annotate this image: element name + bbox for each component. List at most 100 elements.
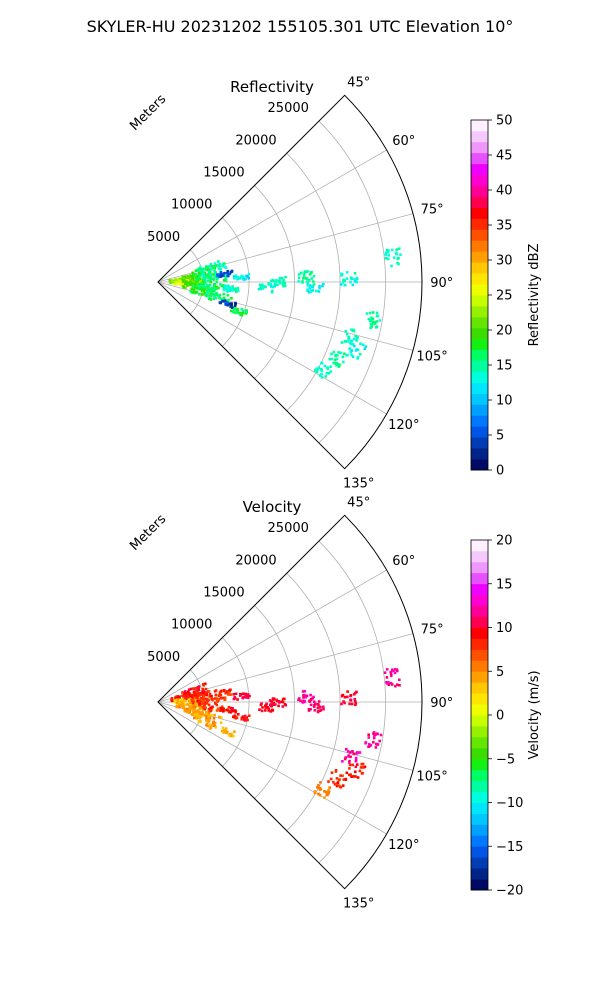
echo-pixel [372,736,376,740]
echo-pixel [350,349,354,352]
echo-pixel [278,276,282,280]
theta-tick-label: 45° [347,495,370,510]
colorbar-segment [471,218,488,230]
echo-pixel [198,712,202,715]
echo-pixel [231,285,234,288]
echo-pixel [345,747,348,751]
echo-pixel [232,310,235,314]
echo-pixel [205,712,208,715]
echo-pixel [205,693,209,697]
echo-pixel [375,732,379,735]
echo-pixel [179,280,183,283]
echo-pixel [320,361,324,365]
colorbar-segment [471,295,488,307]
colorbar-segment [471,540,488,552]
echo-pixel [201,293,204,296]
echo-pixel [351,763,354,767]
echo-pixel [206,283,209,287]
echo-pixel [202,695,206,699]
echo-pixel [223,271,226,275]
echo-pixel [354,756,358,760]
echo-pixel [207,287,210,291]
echo-pixel [242,309,245,313]
echo-pixel [226,730,229,734]
echo-pixel [389,681,393,685]
colorbar-segment [471,725,488,738]
echo-pixel [205,723,208,727]
echo-pixel [365,312,369,315]
echo-pixel [349,276,353,279]
echo-pixel [225,285,228,288]
echo-cluster [214,688,232,697]
echo-pixel [184,282,187,286]
echo-pixel [320,369,324,372]
echo-pixel [320,376,324,379]
echo-pixel [195,696,198,699]
radial-axis-label: Meters [127,512,169,554]
echo-pixel [170,279,173,282]
echo-pixel [213,262,217,265]
echo-pixel [334,353,337,357]
echo-pixel [301,280,304,283]
echo-pixel [192,692,196,696]
echo-pixel [182,692,186,695]
echo-pixel [216,274,219,278]
echo-pixel [218,691,222,694]
echo-pixel [209,706,212,710]
echo-pixel [232,308,236,311]
echo-pixel [329,777,333,781]
echo-pixel [374,746,378,749]
echo-pixel [349,342,353,346]
echo-pixel [232,693,235,696]
echo-pixel [353,344,356,348]
echo-pixel [227,302,231,306]
echo-pixel [309,708,312,711]
echo-pixel [390,248,394,252]
colorbar-segment [471,120,488,132]
echo-cluster [340,690,358,707]
echo-pixel [200,271,204,274]
echo-pixel [204,682,207,686]
echo-pixel [187,711,191,714]
echo-pixel [200,282,203,285]
echo-pixel [322,705,325,709]
echo-pixel [215,700,219,703]
echo-pixel [218,293,222,297]
echo-pixel [354,770,357,774]
echo-pixel [240,307,244,311]
echo-pixel [350,328,353,332]
echo-pixel [349,755,352,759]
echo-pixel [303,700,307,703]
echo-pixel [353,697,356,701]
echo-pixel [176,696,180,700]
echo-pixel [189,687,193,691]
echo-pixel [236,276,240,279]
echo-pixel [175,705,178,708]
echo-pixel [232,709,236,713]
echo-pixel [213,265,217,268]
echo-pixel [195,287,198,290]
echo-pixel [319,781,322,784]
echo-pixel [304,696,307,699]
echo-pixel [395,252,398,256]
angular-gridline [157,149,387,283]
echo-pixel [214,296,217,300]
echo-pixel [358,769,362,773]
echo-pixel [192,289,196,293]
radial-tick-label: 5000 [147,650,180,665]
colorbar-segment [471,404,488,416]
angular-gridline [157,281,387,415]
echo-pixel [373,322,377,325]
echo-pixel [302,277,305,280]
echo-pixel [242,276,245,279]
echo-pixel [284,275,287,279]
echo-pixel [204,281,207,285]
echo-pixel [316,786,319,789]
echo-pixel [183,275,187,278]
echo-pixel [350,702,354,706]
echo-pixel [191,698,195,701]
colorbar-segment [471,857,488,869]
echo-pixel [202,278,205,281]
echo-pixel [207,719,211,722]
echo-pixel [318,793,322,797]
